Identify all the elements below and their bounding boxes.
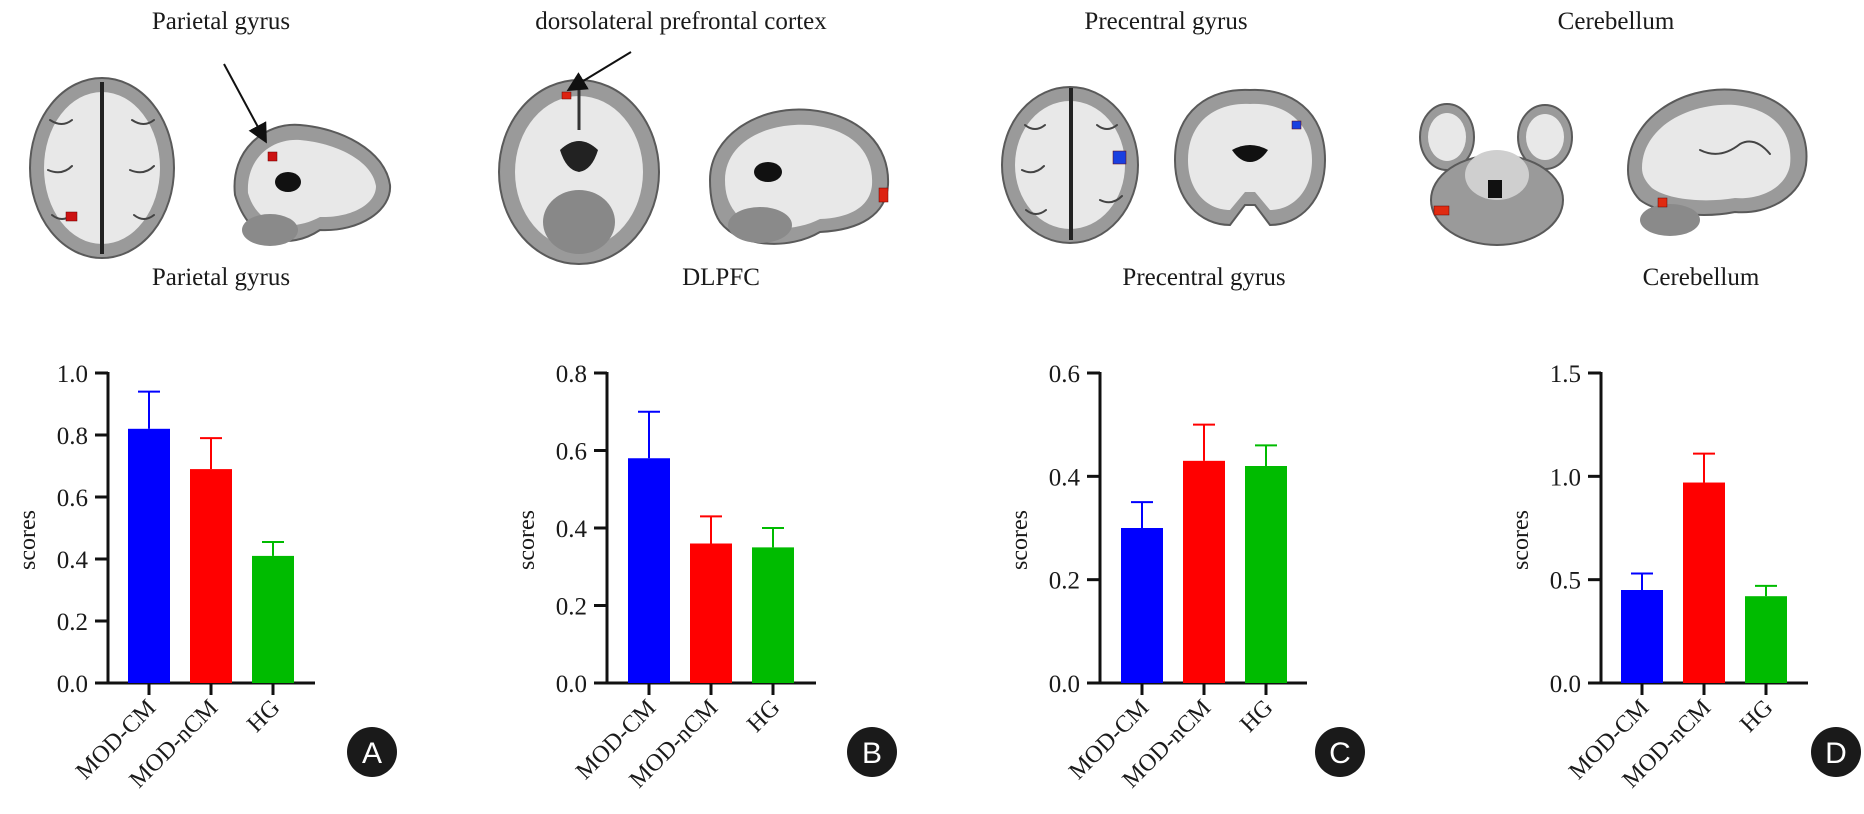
region-title-dlpfc: dorsolateral prefrontal cortex [535,8,827,35]
y-axis-label: scores [1508,510,1534,570]
x-tick-label: HG [742,695,785,738]
brain-coronal-precentral [1173,88,1327,227]
y-axis-label: scores [15,510,41,570]
bar-charts: Parietal gyrusscores0.00.20.40.60.81.0MO… [15,264,1861,793]
x-tick-label: HG [1735,695,1778,738]
bar-hg [252,555,294,683]
activation-blob [1112,150,1127,165]
region-title-precentral: Precentral gyrus [1084,8,1247,35]
arrow-dlpfc [566,51,632,92]
panel-badge [1811,727,1861,777]
y-tick-label: 0.4 [1049,464,1081,491]
y-tick-label: 1.0 [1550,464,1581,491]
brain-sagittal-parietal [233,123,392,246]
brain-sagittal-dlpfc [708,108,890,245]
chart-c: Precentral gyrusscores0.00.20.40.6MOD-CM… [1007,264,1365,793]
panel-badge [347,727,397,777]
y-tick-label: 0.4 [556,516,588,543]
panel-letter: A [362,737,382,770]
y-tick-label: 0.8 [556,361,587,388]
activation-blob [1657,197,1668,208]
bar-mod-cm [628,458,670,683]
chart-title: Parietal gyrus [152,264,290,291]
y-tick-label: 1.0 [57,361,88,388]
activation-blob [878,187,889,203]
bar-hg [752,547,794,683]
x-tick-label: HG [1235,695,1278,738]
y-axis-label: scores [514,510,540,570]
activation-blob [561,91,572,100]
y-tick-label: 0.0 [57,671,88,698]
brain-axial-parietal [29,77,175,259]
panel-badge [847,727,897,777]
chart-title: Precentral gyrus [1122,264,1285,291]
bar-mod-ncm [190,469,232,683]
region-title-cerebellum: Cerebellum [1558,8,1675,35]
x-tick-label: HG [242,695,285,738]
y-tick-label: 1.5 [1550,361,1581,388]
y-axis-label: scores [1007,510,1033,570]
activation-blob [1433,205,1450,216]
panel-letter: C [1329,737,1351,770]
bar-mod-ncm [690,543,732,683]
brain-axial-precentral [1001,86,1139,244]
activation-blob [1291,120,1302,130]
y-tick-label: 0.6 [1049,361,1080,388]
brain-axial-cerebellum [1419,103,1573,246]
y-tick-label: 0.5 [1550,568,1581,595]
bar-mod-cm [1121,528,1163,683]
y-tick-label: 0.2 [57,609,88,636]
bar-mod-cm [1621,590,1663,683]
chart-title: DLPFC [682,264,760,291]
bar-mod-ncm [1683,482,1725,683]
bar-hg [1745,596,1787,683]
y-tick-label: 0.6 [57,485,88,512]
y-tick-label: 0.2 [556,594,587,621]
panel-badge [1315,727,1365,777]
y-tick-label: 0.0 [556,671,587,698]
bar-mod-ncm [1183,460,1225,683]
chart-a: Parietal gyrusscores0.00.20.40.60.81.0MO… [15,264,397,793]
panel-letter: B [862,737,882,770]
brain-sagittal-cerebellum [1626,88,1808,236]
y-tick-label: 0.2 [1049,568,1080,595]
bar-hg [1245,466,1287,683]
activation-blob [267,151,278,162]
y-tick-label: 0.0 [1550,671,1581,698]
panel-letter: D [1825,737,1847,770]
chart-d: Cerebellumscores0.00.51.01.5MOD-CMMOD-nC… [1508,264,1861,793]
y-tick-label: 0.8 [57,423,88,450]
region-title-parietal: Parietal gyrus [152,8,290,35]
arrow-parietal [223,63,267,144]
brain-axial-dlpfc [498,79,660,265]
y-tick-label: 0.0 [1049,671,1080,698]
activation-blob [65,211,78,222]
chart-title: Cerebellum [1643,264,1760,291]
y-tick-label: 0.4 [57,547,89,574]
y-tick-label: 0.6 [556,439,587,466]
bar-mod-cm [128,428,170,683]
